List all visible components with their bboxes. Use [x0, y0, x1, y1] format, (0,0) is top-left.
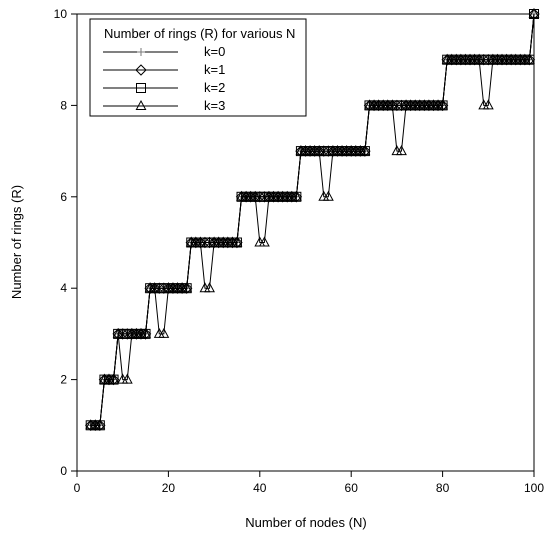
data-point — [437, 99, 449, 110]
data-point — [158, 327, 170, 338]
legend-marker — [135, 99, 147, 110]
x-tick-label: 0 — [74, 481, 81, 495]
legend-marker — [136, 83, 146, 93]
legend-label: k=0 — [204, 44, 225, 59]
series-k3 — [85, 7, 540, 430]
data-point — [322, 190, 334, 201]
y-axis-label: Number of rings (R) — [9, 185, 24, 299]
data-point — [528, 7, 540, 18]
data-point — [482, 99, 494, 110]
data-point — [112, 327, 124, 338]
legend-label: k=3 — [204, 98, 225, 113]
data-point — [204, 282, 215, 293]
legend-marker — [135, 64, 147, 76]
plot-frame — [76, 13, 535, 472]
x-axis-label: Number of nodes (N) — [245, 515, 366, 530]
x-tick-label: 100 — [524, 481, 544, 495]
y-tick-label: 10 — [54, 7, 68, 21]
y-tick-label: 2 — [60, 373, 67, 387]
data-point — [396, 145, 407, 156]
legend-box — [89, 18, 307, 117]
legend-entry: k=2 — [103, 80, 225, 95]
legend-entry: k=3 — [103, 98, 225, 113]
data-point — [181, 282, 193, 293]
data-point — [121, 373, 133, 384]
data-point — [94, 419, 106, 430]
data-point — [149, 282, 161, 293]
data-point — [386, 99, 398, 110]
legend-marker — [137, 48, 145, 56]
data-point — [313, 145, 325, 156]
x-tick-label: 60 — [345, 481, 359, 495]
legend-label: k=1 — [204, 62, 225, 77]
legend-label: k=2 — [204, 80, 225, 95]
data-point — [473, 53, 485, 64]
y-tick-label: 0 — [60, 464, 67, 478]
legend-entry: k=0 — [103, 44, 225, 59]
data-point — [258, 236, 270, 247]
data-point — [231, 236, 243, 247]
y-tick-label: 4 — [60, 281, 67, 295]
data-point — [523, 53, 535, 64]
y-tick-label: 6 — [60, 190, 67, 204]
x-tick-label: 80 — [436, 481, 450, 495]
legend-title: Number of rings (R) for various N — [104, 26, 295, 41]
data-point — [249, 190, 261, 201]
legend-entry: k=1 — [103, 62, 225, 77]
legend: Number of rings (R) for various N k=0 k=1… — [89, 18, 307, 117]
axes: 0 20 40 60 80 100 0 2 4 6 8 10 — [54, 7, 545, 495]
data-point — [290, 190, 302, 201]
x-tick-label: 40 — [253, 481, 267, 495]
data-point — [140, 327, 151, 338]
data-point — [359, 145, 371, 156]
data-point — [108, 373, 119, 384]
data-point — [194, 236, 206, 247]
x-tick-label: 20 — [162, 481, 176, 495]
series-layer — [85, 7, 540, 432]
y-tick-label: 8 — [60, 98, 67, 112]
